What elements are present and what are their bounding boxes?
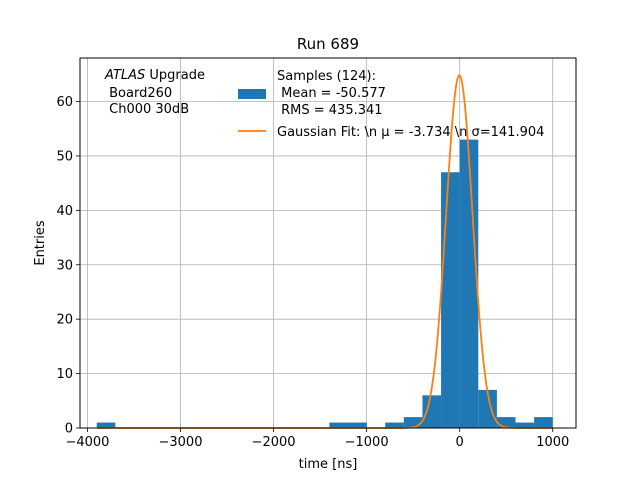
chart-title: Run 689 bbox=[297, 35, 359, 53]
x-axis-label: time [ns] bbox=[299, 457, 358, 472]
legend-histogram-swatch bbox=[238, 89, 266, 99]
histogram-bar bbox=[329, 422, 367, 428]
x-axis-ticks: −4000 −3000 −2000 −1000 0 1000 bbox=[65, 428, 569, 450]
annotation-atlas: ATLAS bbox=[104, 68, 145, 83]
y-tick-label: 20 bbox=[56, 313, 73, 328]
plot-frame bbox=[79, 57, 577, 429]
y-tick-label: 60 bbox=[56, 95, 73, 110]
y-tick-label: 0 bbox=[65, 422, 73, 437]
histogram-bar bbox=[496, 417, 516, 428]
legend-histogram-line-3: RMS = 435.341 bbox=[277, 103, 383, 118]
annotation-line-3: Ch000 30dB bbox=[105, 102, 189, 117]
histogram-bar bbox=[478, 389, 497, 428]
annotation-line-2: Board260 bbox=[105, 86, 172, 101]
histogram-bar bbox=[534, 417, 553, 428]
x-tick-label: −4000 bbox=[65, 435, 109, 450]
histogram-bar bbox=[385, 422, 404, 428]
legend-histogram-line-2: Mean = -50.577 bbox=[277, 86, 386, 101]
grid bbox=[80, 58, 576, 429]
x-tick-label: −2000 bbox=[252, 435, 296, 450]
histogram-bars bbox=[96, 139, 553, 428]
legend: Samples (124): Mean = -50.577 RMS = 435.… bbox=[238, 69, 544, 140]
histogram-bar bbox=[441, 172, 460, 428]
y-tick-label: 30 bbox=[56, 258, 73, 273]
annotation-line-1: ATLAS Upgrade bbox=[104, 68, 205, 83]
x-tick-label: 1000 bbox=[536, 435, 569, 450]
y-tick-label: 10 bbox=[56, 367, 73, 382]
atlas-annotation: ATLAS Upgrade Board260 Ch000 30dB bbox=[104, 68, 205, 117]
histogram-bar bbox=[459, 139, 479, 428]
annotation-upgrade: Upgrade bbox=[145, 68, 205, 83]
histogram-bar bbox=[422, 395, 442, 428]
x-tick-label: 0 bbox=[456, 435, 464, 450]
y-axis-label: Entries bbox=[33, 220, 48, 266]
x-tick-label: −3000 bbox=[159, 435, 203, 450]
y-tick-label: 40 bbox=[56, 204, 73, 219]
y-axis-ticks: 0 10 20 30 40 50 60 bbox=[56, 95, 80, 437]
x-tick-label: −1000 bbox=[345, 435, 389, 450]
legend-fit-label: Gaussian Fit: \n μ = -3.734 \n σ=141.904 bbox=[277, 125, 544, 140]
histogram-bar bbox=[515, 422, 535, 428]
legend-histogram-line-1: Samples (124): bbox=[277, 69, 376, 84]
y-tick-label: 50 bbox=[56, 149, 73, 164]
histogram-bar bbox=[96, 422, 116, 428]
histogram-bar bbox=[403, 417, 423, 428]
